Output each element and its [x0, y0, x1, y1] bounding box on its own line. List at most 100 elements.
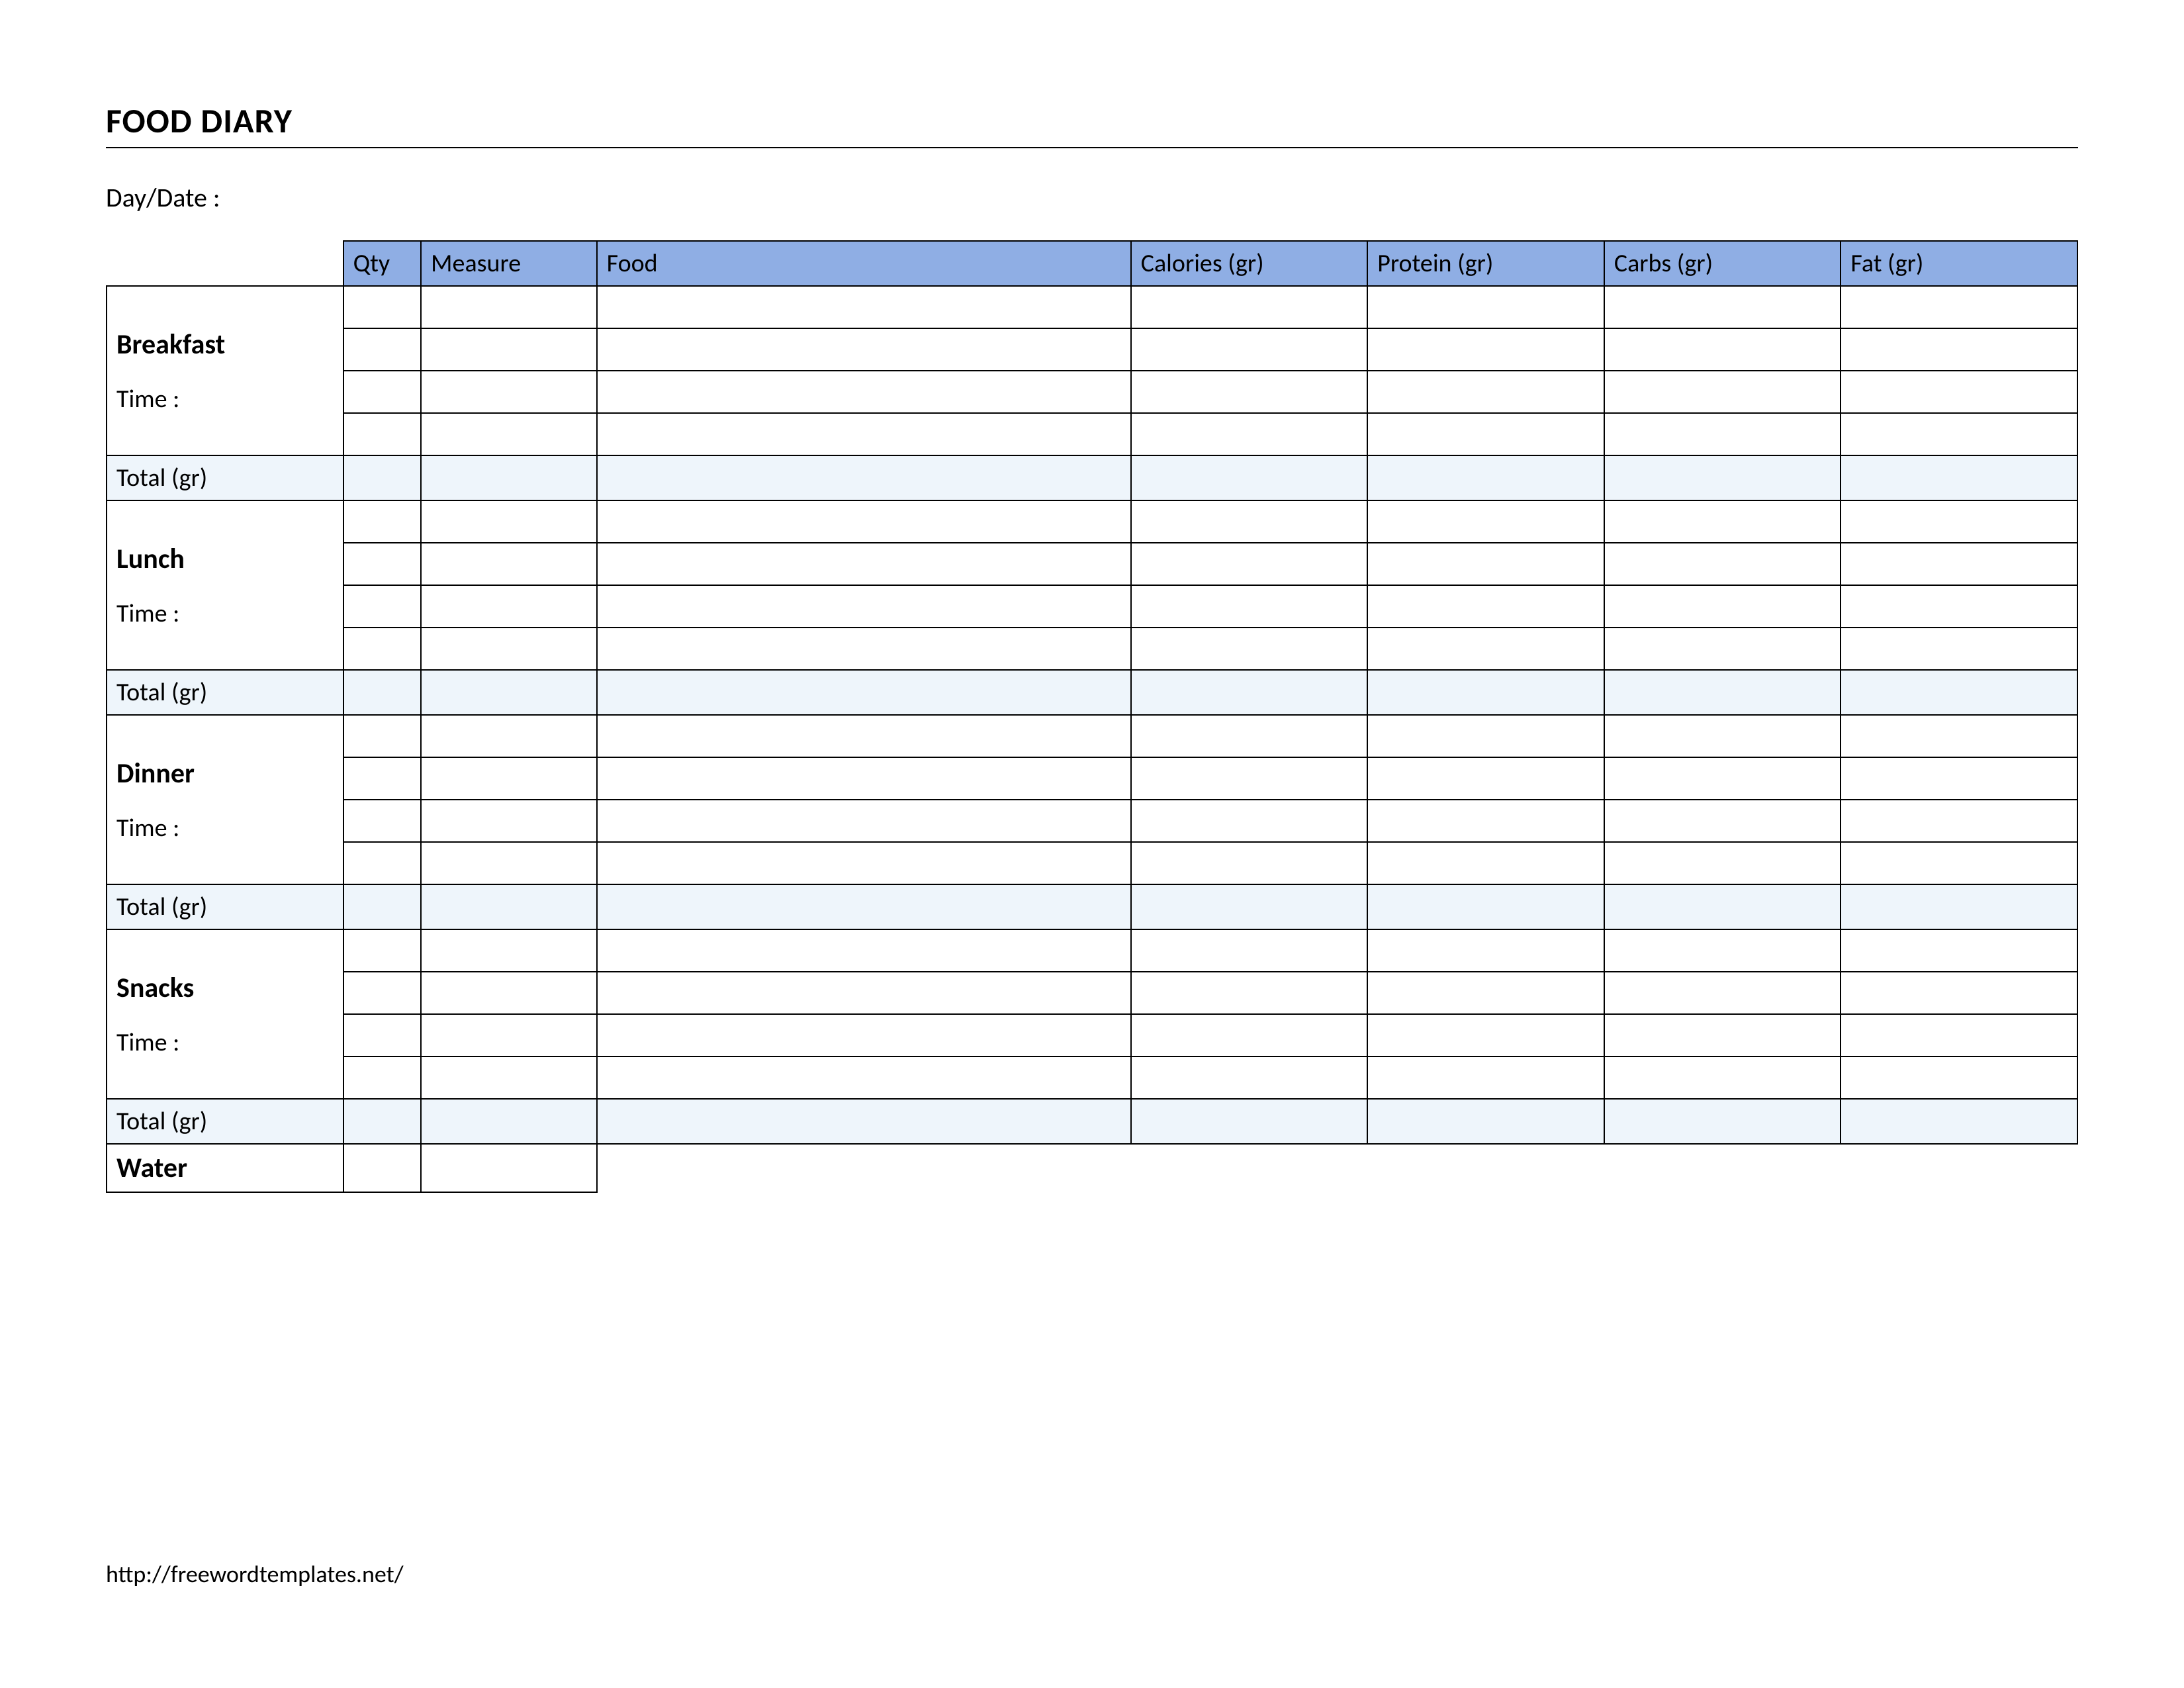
data-cell[interactable]: [421, 842, 597, 884]
data-cell[interactable]: [1131, 585, 1368, 628]
data-cell[interactable]: [343, 1056, 421, 1099]
data-cell[interactable]: [597, 715, 1131, 757]
data-cell[interactable]: [343, 585, 421, 628]
data-cell[interactable]: [1131, 543, 1368, 585]
data-cell[interactable]: [597, 1056, 1131, 1099]
data-cell[interactable]: [343, 1014, 421, 1056]
data-cell[interactable]: [1841, 585, 2077, 628]
data-cell[interactable]: [1367, 286, 1604, 328]
data-cell[interactable]: [421, 286, 597, 328]
data-cell[interactable]: [1841, 286, 2077, 328]
data-cell[interactable]: [421, 1014, 597, 1056]
data-cell[interactable]: [1367, 543, 1604, 585]
data-cell[interactable]: [421, 929, 597, 972]
data-cell[interactable]: [1367, 628, 1604, 670]
data-cell[interactable]: [1604, 1056, 1841, 1099]
data-cell[interactable]: [597, 800, 1131, 842]
data-cell[interactable]: [1604, 757, 1841, 800]
data-cell[interactable]: [1131, 842, 1368, 884]
data-cell[interactable]: [1604, 842, 1841, 884]
data-cell[interactable]: [1841, 929, 2077, 972]
data-cell[interactable]: [343, 500, 421, 543]
data-cell[interactable]: [421, 800, 597, 842]
data-cell[interactable]: [1367, 800, 1604, 842]
data-cell[interactable]: [1841, 413, 2077, 455]
data-cell[interactable]: [1841, 800, 2077, 842]
data-cell[interactable]: [343, 800, 421, 842]
data-cell[interactable]: [343, 972, 421, 1014]
water-measure-cell[interactable]: [421, 1144, 597, 1192]
data-cell[interactable]: [1841, 328, 2077, 371]
data-cell[interactable]: [421, 972, 597, 1014]
data-cell[interactable]: [421, 500, 597, 543]
data-cell[interactable]: [1604, 500, 1841, 543]
data-cell[interactable]: [1841, 972, 2077, 1014]
data-cell[interactable]: [1604, 543, 1841, 585]
data-cell[interactable]: [1841, 757, 2077, 800]
data-cell[interactable]: [597, 929, 1131, 972]
water-qty-cell[interactable]: [343, 1144, 421, 1192]
data-cell[interactable]: [1604, 715, 1841, 757]
data-cell[interactable]: [597, 328, 1131, 371]
data-cell[interactable]: [343, 842, 421, 884]
data-cell[interactable]: [1367, 1014, 1604, 1056]
data-cell[interactable]: [597, 543, 1131, 585]
data-cell[interactable]: [1841, 628, 2077, 670]
data-cell[interactable]: [1367, 842, 1604, 884]
data-cell[interactable]: [1604, 1014, 1841, 1056]
data-cell[interactable]: [421, 328, 597, 371]
data-cell[interactable]: [421, 1056, 597, 1099]
data-cell[interactable]: [1131, 628, 1368, 670]
data-cell[interactable]: [1841, 500, 2077, 543]
data-cell[interactable]: [1604, 972, 1841, 1014]
data-cell[interactable]: [343, 286, 421, 328]
data-cell[interactable]: [597, 1014, 1131, 1056]
data-cell[interactable]: [1604, 371, 1841, 413]
data-cell[interactable]: [1131, 800, 1368, 842]
data-cell[interactable]: [597, 585, 1131, 628]
data-cell[interactable]: [421, 715, 597, 757]
data-cell[interactable]: [1604, 328, 1841, 371]
data-cell[interactable]: [421, 543, 597, 585]
data-cell[interactable]: [1367, 757, 1604, 800]
data-cell[interactable]: [1604, 286, 1841, 328]
data-cell[interactable]: [421, 585, 597, 628]
data-cell[interactable]: [343, 628, 421, 670]
data-cell[interactable]: [1131, 328, 1368, 371]
data-cell[interactable]: [343, 543, 421, 585]
data-cell[interactable]: [1367, 328, 1604, 371]
data-cell[interactable]: [1604, 628, 1841, 670]
data-cell[interactable]: [343, 371, 421, 413]
data-cell[interactable]: [343, 413, 421, 455]
data-cell[interactable]: [1131, 286, 1368, 328]
data-cell[interactable]: [1604, 929, 1841, 972]
data-cell[interactable]: [597, 628, 1131, 670]
data-cell[interactable]: [597, 500, 1131, 543]
data-cell[interactable]: [1367, 500, 1604, 543]
data-cell[interactable]: [597, 286, 1131, 328]
data-cell[interactable]: [597, 842, 1131, 884]
data-cell[interactable]: [1841, 715, 2077, 757]
data-cell[interactable]: [1604, 413, 1841, 455]
data-cell[interactable]: [1367, 972, 1604, 1014]
data-cell[interactable]: [597, 371, 1131, 413]
data-cell[interactable]: [597, 972, 1131, 1014]
data-cell[interactable]: [1131, 413, 1368, 455]
data-cell[interactable]: [1367, 413, 1604, 455]
data-cell[interactable]: [1131, 972, 1368, 1014]
data-cell[interactable]: [597, 413, 1131, 455]
data-cell[interactable]: [1131, 371, 1368, 413]
data-cell[interactable]: [421, 371, 597, 413]
data-cell[interactable]: [1131, 929, 1368, 972]
data-cell[interactable]: [1131, 1056, 1368, 1099]
data-cell[interactable]: [1131, 757, 1368, 800]
data-cell[interactable]: [1841, 1056, 2077, 1099]
data-cell[interactable]: [1841, 543, 2077, 585]
data-cell[interactable]: [343, 328, 421, 371]
data-cell[interactable]: [421, 757, 597, 800]
data-cell[interactable]: [597, 757, 1131, 800]
data-cell[interactable]: [1367, 371, 1604, 413]
data-cell[interactable]: [1367, 1056, 1604, 1099]
data-cell[interactable]: [1604, 800, 1841, 842]
data-cell[interactable]: [1131, 1014, 1368, 1056]
